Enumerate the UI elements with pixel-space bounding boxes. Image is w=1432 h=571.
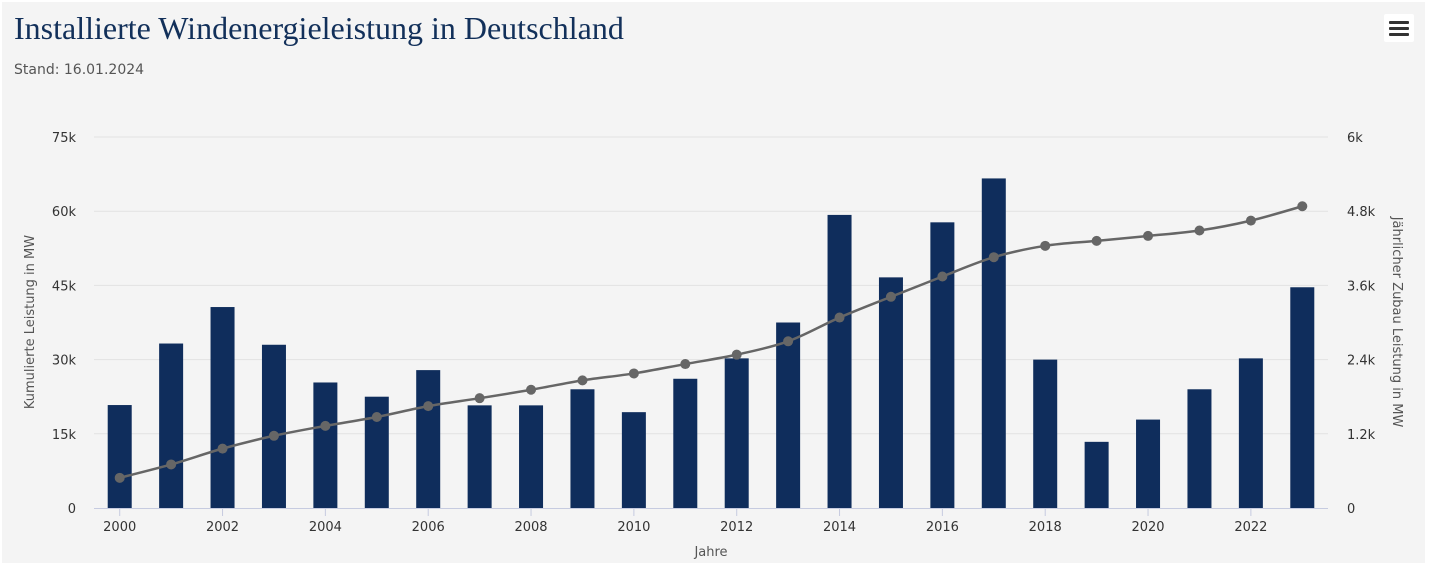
y-tick-label: 15k (52, 428, 77, 443)
x-axis-title: Jahre (693, 545, 727, 560)
x-tick-label: 2020 (1131, 520, 1164, 535)
x-tick-label: 2008 (514, 520, 547, 535)
y2-tick-label: 2.4k (1347, 354, 1376, 369)
bar (981, 178, 1006, 508)
line-marker (166, 459, 177, 470)
y-tick-label: 30k (52, 354, 77, 369)
y2-tick-label: 4.8k (1347, 205, 1376, 220)
bar (416, 370, 441, 508)
line-marker (423, 401, 434, 412)
bar (776, 322, 801, 508)
y2-tick-label: 0 (1347, 502, 1355, 517)
line-marker (628, 368, 639, 379)
x-tick-label: 2022 (1234, 520, 1267, 535)
bar (261, 344, 286, 508)
line-marker (1194, 225, 1205, 236)
bar (724, 358, 749, 508)
axes: 0 0 15k 1.2k 30k 2.4k 45k 3.6k 60k 4.8k 75k 6k 2000 2… (52, 131, 1376, 535)
y-tick-label: 75k (52, 131, 77, 146)
line-marker (474, 393, 485, 404)
bar (1290, 287, 1315, 508)
bar (313, 382, 338, 508)
y-tick-label: 0 (68, 502, 76, 517)
bar (1033, 359, 1058, 508)
line-marker (217, 443, 228, 454)
x-tick-label: 2006 (412, 520, 445, 535)
x-tick-label: 2004 (309, 520, 342, 535)
line-marker (680, 359, 691, 370)
bar (1187, 389, 1212, 508)
line-marker (834, 312, 845, 323)
bar (519, 405, 544, 508)
x-tick-label: 2014 (823, 520, 856, 535)
y2-tick-label: 1.2k (1347, 428, 1376, 443)
x-tick-label: 2018 (1029, 520, 1062, 535)
y2-tick-label: 3.6k (1347, 279, 1376, 294)
bar (827, 214, 852, 508)
x-tick-label: 2002 (206, 520, 239, 535)
bar (1084, 441, 1109, 508)
bar (878, 277, 903, 508)
chart-subtitle: Stand: 16.01.2024 (14, 62, 145, 78)
y2-tick-label: 6k (1347, 131, 1363, 146)
bar (673, 378, 698, 508)
line-series (114, 201, 1308, 483)
x-tick-label: 2000 (103, 520, 136, 535)
line-marker (1297, 201, 1308, 212)
line-marker (1040, 240, 1051, 251)
bar (930, 222, 955, 508)
line-marker (937, 271, 948, 282)
bar (1238, 358, 1263, 508)
line-marker (1143, 230, 1154, 241)
line-marker (526, 384, 537, 395)
line-marker (885, 291, 896, 302)
bar (159, 343, 184, 508)
line-marker (114, 472, 125, 483)
hamburger-menu-icon[interactable] (1384, 14, 1414, 42)
bar (1136, 419, 1161, 508)
bar (570, 389, 595, 508)
line-marker (371, 411, 382, 422)
bar (210, 307, 235, 508)
line-marker (783, 336, 794, 347)
y-tick-label: 45k (52, 279, 77, 294)
bar (621, 412, 646, 508)
chart-title: Installierte Windenergieleistung in Deut… (14, 10, 624, 46)
line-path (119, 205, 1303, 480)
line-marker (1245, 215, 1256, 226)
bar (107, 405, 132, 508)
bar-series (107, 178, 1315, 508)
line-marker (577, 375, 588, 386)
y-axis-title: Kumulierte Leistung in MW (23, 235, 38, 409)
line-marker (988, 252, 999, 263)
x-tick-label: 2010 (617, 520, 650, 535)
line-marker (731, 349, 742, 360)
y-tick-label: 60k (52, 205, 77, 220)
bar (467, 405, 492, 508)
line-marker (320, 420, 331, 431)
x-tick-label: 2012 (720, 520, 753, 535)
line-marker (1091, 235, 1102, 246)
x-tick-label: 2016 (926, 520, 959, 535)
y2-axis-title: Jährlicher Zubau Leistung in MW (1389, 216, 1404, 428)
line-marker (268, 430, 279, 441)
